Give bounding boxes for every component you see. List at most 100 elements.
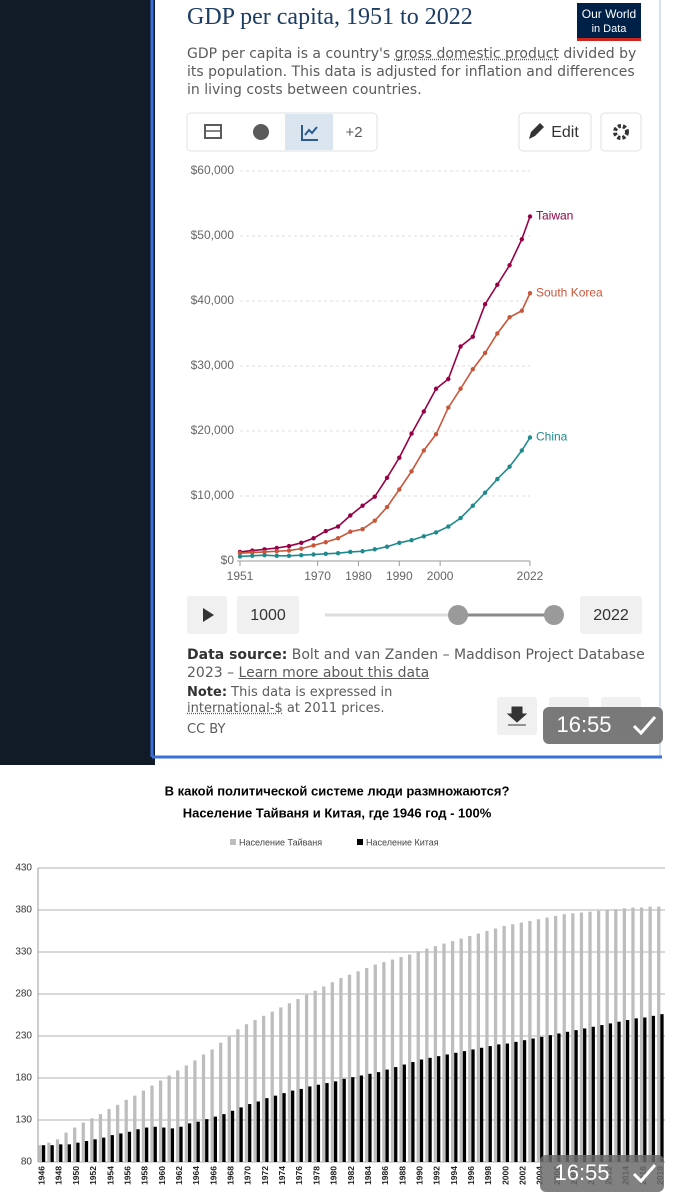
bar	[591, 1026, 595, 1162]
bar	[222, 1114, 226, 1162]
y-tick-label: 380	[15, 905, 32, 916]
point	[446, 405, 451, 410]
bar	[119, 1133, 123, 1162]
x-tick-label: 1960	[157, 1166, 167, 1185]
bar	[450, 941, 455, 1162]
edit-button[interactable]	[518, 112, 592, 152]
bar	[454, 1052, 458, 1162]
x-tick-label: 1952	[88, 1166, 98, 1185]
bar	[385, 1069, 389, 1162]
bar	[660, 1014, 664, 1162]
bar	[626, 1020, 630, 1162]
point	[323, 528, 328, 534]
bar	[442, 943, 446, 1162]
y-tick-label: 80	[21, 1157, 33, 1168]
glossary-link[interactable]: gross domestic product	[394, 46, 559, 62]
bar	[554, 915, 558, 1162]
x-tick-label: 1954	[105, 1166, 115, 1185]
bar	[244, 1024, 249, 1162]
x-tick-label: 1976	[294, 1166, 304, 1185]
point	[495, 476, 500, 482]
bar	[571, 913, 575, 1162]
point	[421, 448, 427, 453]
bar	[158, 1080, 163, 1162]
point	[262, 549, 267, 555]
point	[470, 503, 476, 508]
x-tick-label: 1978	[311, 1166, 321, 1185]
point	[409, 469, 414, 474]
bar	[262, 1015, 266, 1162]
bar	[133, 1095, 137, 1162]
point	[527, 214, 533, 219]
bar	[73, 1127, 77, 1162]
bar	[557, 1033, 561, 1162]
point	[274, 545, 279, 551]
x-tick-label: 1974	[277, 1166, 287, 1185]
bar	[373, 964, 377, 1162]
bar	[347, 974, 352, 1162]
bar	[170, 1128, 175, 1162]
bar	[588, 911, 592, 1162]
bar	[50, 1145, 54, 1162]
end-box[interactable]	[580, 596, 642, 634]
play-icon	[203, 608, 214, 622]
bar	[150, 1085, 154, 1162]
y-tick-label: 280	[15, 989, 32, 1000]
x-tick-label: 1951	[227, 569, 254, 583]
bar	[368, 1073, 372, 1162]
note-text: at 2011 prices.	[282, 701, 385, 716]
bar	[342, 1078, 346, 1162]
license: CC BY	[187, 722, 226, 737]
x-tick-label: 1962	[174, 1166, 184, 1185]
bar	[511, 924, 515, 1162]
y-tick-label: 180	[15, 1073, 32, 1084]
point	[323, 551, 328, 557]
point	[360, 526, 365, 532]
chart-icon[interactable]	[301, 125, 318, 141]
subtitle-text: divided by its population. This data is …	[187, 46, 637, 98]
chart-subtitle: Население Тайваня и Китая, где 1946 год …	[183, 805, 492, 820]
source-link[interactable]: Learn more about this data	[238, 665, 430, 681]
tab-active[interactable]	[285, 114, 333, 150]
bar	[145, 1127, 149, 1162]
edit-icon	[529, 123, 544, 139]
bar	[394, 1067, 398, 1162]
subtitle: GDP per capita is a country's gross dome…	[187, 45, 647, 99]
bar	[296, 999, 300, 1162]
bar	[519, 922, 523, 1162]
x-tick-label: 1990	[414, 1166, 424, 1185]
settings-button[interactable]	[600, 112, 642, 152]
read-check	[632, 716, 657, 736]
bar	[493, 928, 498, 1162]
bar	[76, 1142, 80, 1162]
bar	[631, 907, 635, 1162]
table-icon[interactable]	[204, 124, 222, 139]
bar	[256, 1101, 260, 1162]
bar	[339, 978, 343, 1162]
y-tick-label: $20,000	[191, 423, 235, 437]
slider-thumb[interactable]	[544, 605, 564, 625]
point	[519, 237, 525, 242]
point	[421, 409, 427, 414]
bar	[291, 1090, 295, 1162]
map-icon[interactable]	[253, 124, 269, 140]
x-tick-label: 1980	[329, 1166, 339, 1185]
bar	[273, 1095, 278, 1162]
point	[311, 552, 316, 557]
start-box[interactable]	[237, 596, 299, 634]
source-label: Data source:	[187, 647, 288, 663]
slider-thumb[interactable]	[448, 605, 468, 625]
more-tabs[interactable]: +2	[345, 124, 362, 141]
note-link[interactable]: international-$	[187, 701, 283, 716]
bar	[193, 1060, 197, 1162]
series-label: Taiwan	[536, 209, 573, 223]
logo[interactable]	[577, 3, 641, 41]
chart-title: В какой политической системе люди размно…	[165, 783, 510, 798]
source-text: Bolt and van Zanden – Maddison Project D…	[187, 647, 645, 681]
legend-label: Население Китая	[366, 837, 439, 847]
point	[519, 448, 525, 453]
legend-label: Население Тайваня	[239, 837, 322, 847]
bar	[107, 1109, 111, 1162]
bar	[67, 1144, 71, 1162]
